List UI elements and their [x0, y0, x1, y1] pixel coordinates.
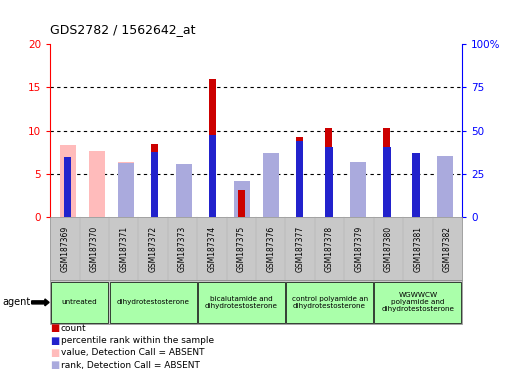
- Text: GSM187369: GSM187369: [60, 225, 69, 272]
- Text: percentile rank within the sample: percentile rank within the sample: [61, 336, 214, 345]
- Text: GSM187379: GSM187379: [354, 225, 364, 272]
- Text: GSM187378: GSM187378: [325, 225, 334, 272]
- Bar: [151, 144, 158, 217]
- Text: GSM187372: GSM187372: [148, 225, 158, 272]
- Bar: [383, 128, 390, 217]
- Text: agent: agent: [3, 297, 31, 308]
- Text: ■: ■: [50, 360, 60, 370]
- Bar: [64, 157, 71, 217]
- Bar: [209, 135, 216, 217]
- Bar: [350, 174, 365, 217]
- Text: dihydrotestosterone: dihydrotestosterone: [117, 300, 190, 305]
- Bar: [209, 79, 216, 217]
- Bar: [262, 153, 279, 217]
- Text: GSM187370: GSM187370: [90, 225, 99, 272]
- Bar: [176, 164, 192, 217]
- Text: GSM187382: GSM187382: [443, 226, 452, 271]
- Bar: [412, 161, 419, 217]
- Text: GDS2782 / 1562642_at: GDS2782 / 1562642_at: [50, 23, 196, 36]
- Bar: [350, 162, 365, 217]
- Bar: [296, 137, 303, 217]
- Text: GSM187376: GSM187376: [266, 225, 275, 272]
- Text: GSM187381: GSM187381: [413, 226, 422, 271]
- Text: count: count: [61, 324, 87, 333]
- Bar: [238, 190, 245, 217]
- Bar: [325, 128, 332, 217]
- Bar: [296, 141, 304, 217]
- Text: value, Detection Call = ABSENT: value, Detection Call = ABSENT: [61, 348, 204, 358]
- Bar: [150, 152, 158, 217]
- Bar: [412, 153, 420, 217]
- Text: rank, Detection Call = ABSENT: rank, Detection Call = ABSENT: [61, 361, 200, 370]
- Text: bicalutamide and
dihydrotestosterone: bicalutamide and dihydrotestosterone: [205, 296, 278, 309]
- Text: control polyamide an
dihydrotestosterone: control polyamide an dihydrotestosterone: [291, 296, 367, 309]
- Bar: [383, 147, 391, 217]
- Text: ■: ■: [50, 323, 60, 333]
- Bar: [437, 157, 452, 217]
- Text: GSM187380: GSM187380: [384, 225, 393, 272]
- Text: ■: ■: [50, 336, 60, 346]
- Bar: [118, 162, 134, 217]
- Bar: [118, 162, 134, 217]
- Bar: [176, 174, 192, 217]
- Text: ■: ■: [50, 348, 60, 358]
- Bar: [60, 145, 76, 217]
- Bar: [437, 160, 452, 217]
- Bar: [233, 181, 250, 217]
- Bar: [262, 164, 279, 217]
- Text: GSM187371: GSM187371: [119, 225, 128, 272]
- Text: GSM187374: GSM187374: [208, 225, 216, 272]
- Text: untreated: untreated: [62, 300, 98, 305]
- Text: GSM187377: GSM187377: [296, 225, 305, 272]
- Bar: [325, 147, 333, 217]
- Bar: [89, 151, 105, 217]
- Text: GSM187373: GSM187373: [178, 225, 187, 272]
- Text: GSM187375: GSM187375: [237, 225, 246, 272]
- Text: WGWWCW
polyamide and
dihydrotestosterone: WGWWCW polyamide and dihydrotestosterone: [381, 292, 455, 313]
